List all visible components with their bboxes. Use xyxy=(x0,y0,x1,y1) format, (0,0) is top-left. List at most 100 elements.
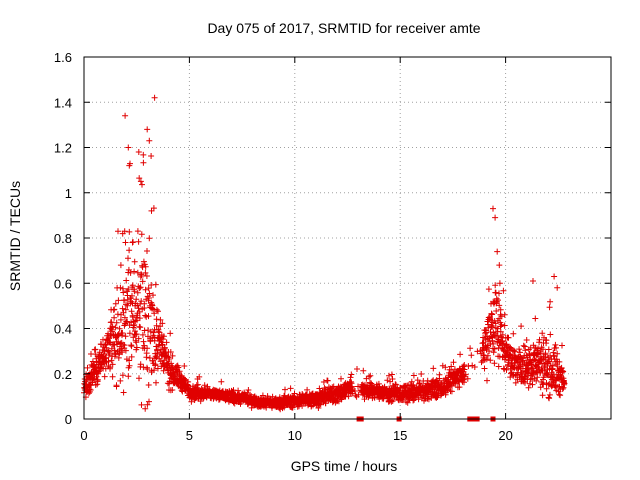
data-point xyxy=(320,379,327,385)
data-point xyxy=(109,373,116,380)
data-point xyxy=(113,319,120,326)
data-point xyxy=(146,398,152,405)
data-point xyxy=(148,207,155,214)
data-point xyxy=(512,348,518,355)
data-point xyxy=(123,301,129,308)
data-point xyxy=(142,269,149,276)
data-point xyxy=(410,372,417,379)
data-point xyxy=(559,386,566,392)
data-point xyxy=(501,311,508,318)
data-point xyxy=(144,366,151,373)
data-point xyxy=(142,286,149,293)
data-point xyxy=(129,282,136,289)
data-point xyxy=(525,384,532,391)
data-point xyxy=(126,330,133,337)
axis-ticks: 0 5 10 15 20 0 0.2 0.4 0.6 0.8 1 1.2 1.4 1.6 xyxy=(54,50,611,443)
data-point xyxy=(138,298,145,305)
data-point xyxy=(491,360,498,367)
data-point xyxy=(144,126,151,133)
data-point xyxy=(545,346,552,353)
y-tick-label: 0 xyxy=(65,412,72,427)
data-point xyxy=(101,373,108,380)
data-point xyxy=(121,228,128,235)
data-point xyxy=(133,344,140,351)
data-point xyxy=(134,289,141,296)
data-point xyxy=(448,388,455,395)
data-point xyxy=(461,379,467,386)
data-point xyxy=(113,383,120,390)
data-point xyxy=(465,363,472,370)
data-point xyxy=(510,330,517,337)
data-point xyxy=(181,363,188,369)
data-point xyxy=(522,347,529,354)
data-point xyxy=(536,336,543,343)
data-point xyxy=(117,316,124,323)
data-point xyxy=(540,381,547,388)
data-point xyxy=(478,359,485,366)
data-point xyxy=(468,352,475,359)
data-point xyxy=(138,401,145,408)
data-point xyxy=(484,377,490,384)
data-point xyxy=(485,286,492,293)
data-point xyxy=(135,238,142,245)
data-point xyxy=(489,337,496,344)
data-point xyxy=(496,262,503,269)
data-point xyxy=(140,258,147,265)
data-point xyxy=(516,346,523,353)
data-point xyxy=(124,318,131,325)
data-point xyxy=(460,363,467,370)
data-point xyxy=(492,289,499,296)
data-point xyxy=(134,269,141,276)
data-point xyxy=(109,361,116,368)
data-point xyxy=(415,396,422,403)
data-point xyxy=(123,277,130,284)
data-point xyxy=(145,313,152,320)
data-point xyxy=(135,305,142,312)
data-point xyxy=(120,289,127,296)
data-point xyxy=(282,386,288,393)
data-point xyxy=(133,339,140,346)
data-point xyxy=(434,394,441,400)
data-point xyxy=(122,306,129,313)
data-point xyxy=(532,315,539,322)
data-point xyxy=(488,310,495,317)
data-point xyxy=(481,365,488,372)
data-point xyxy=(143,273,150,279)
data-point xyxy=(367,379,373,386)
data-point xyxy=(107,364,114,371)
data-point xyxy=(146,235,153,242)
data-point xyxy=(194,381,201,388)
data-point xyxy=(554,284,561,291)
x-axis-label: GPS time / hours xyxy=(291,458,398,474)
data-point xyxy=(354,366,360,372)
data-point xyxy=(547,298,554,305)
data-point xyxy=(155,308,161,315)
data-point xyxy=(106,350,113,357)
data-point xyxy=(546,395,553,402)
chart-title: Day 075 of 2017, SRMTID for receiver amt… xyxy=(207,20,480,36)
data-point xyxy=(347,374,354,381)
data-point xyxy=(153,316,160,323)
data-point xyxy=(287,385,294,392)
data-point xyxy=(490,205,496,212)
data-point xyxy=(145,382,152,388)
data-point xyxy=(507,374,514,381)
data-point xyxy=(153,306,160,313)
data-point xyxy=(494,332,501,339)
data-point xyxy=(116,325,123,332)
data-point xyxy=(105,358,112,365)
data-point xyxy=(136,175,143,182)
grid-lines xyxy=(84,57,611,419)
data-point xyxy=(491,345,498,352)
data-point xyxy=(167,349,174,355)
data-point xyxy=(135,149,142,155)
data-point xyxy=(503,366,510,373)
data-point xyxy=(109,323,116,330)
data-point xyxy=(461,366,468,373)
data-point xyxy=(416,380,423,387)
data-point xyxy=(348,371,355,378)
data-point xyxy=(139,278,146,285)
data-point xyxy=(499,331,506,338)
data-point xyxy=(196,373,203,380)
